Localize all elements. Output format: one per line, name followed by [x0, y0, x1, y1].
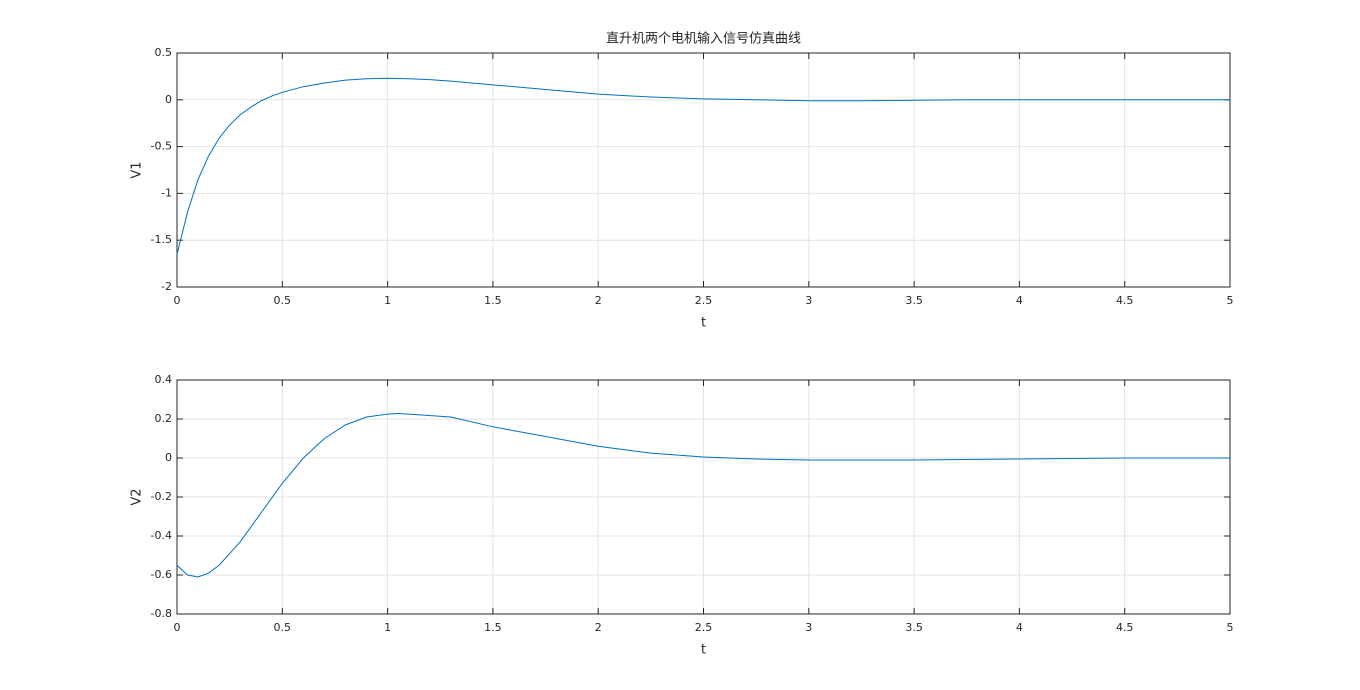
x-tick-label: 0.5 [274, 621, 292, 634]
data-line [176, 77, 1230, 255]
chart-title: 直升机两个电机输入信号仿真曲线 [606, 31, 801, 47]
x-tick-label: 1.5 [484, 294, 502, 307]
y-tick-label: -2 [161, 280, 172, 293]
y-tick-label: 0.5 [155, 46, 173, 59]
x-tick-label: 1.5 [484, 621, 502, 634]
axes-box [176, 52, 1231, 288]
x-tick-label: 4 [1016, 294, 1023, 307]
y-tick-label: -0.4 [151, 529, 172, 542]
x-tick-label: 1 [384, 621, 391, 634]
y-tick-label: 0 [165, 451, 172, 464]
x-tick-label: 0 [174, 294, 181, 307]
x-tick-label: 2 [595, 621, 602, 634]
x-tick-label: 2.5 [695, 294, 713, 307]
x-tick-label: 4 [1016, 621, 1023, 634]
y-tick-label: 0 [165, 93, 172, 106]
x-tick-label: 5 [1227, 621, 1234, 634]
x-tick-label: 0 [174, 621, 181, 634]
y-tick-label: -0.2 [151, 490, 172, 503]
x-tick-label: 2.5 [695, 621, 713, 634]
y-tick-label: -1 [161, 186, 172, 199]
x-tick-label: 5 [1227, 294, 1234, 307]
x-tick-label: 4.5 [1116, 294, 1134, 307]
y-tick-label: -1.5 [151, 233, 172, 246]
x-axis-label: t [701, 316, 706, 331]
y-tick-label: -0.5 [151, 140, 172, 153]
data-line [176, 413, 1230, 578]
x-tick-label: 2 [595, 294, 602, 307]
x-axis-label: t [701, 643, 706, 658]
x-tick-label: 0.5 [274, 294, 292, 307]
x-tick-label: 3.5 [905, 621, 923, 634]
x-tick-label: 3 [805, 621, 812, 634]
x-tick-label: 3.5 [905, 294, 923, 307]
y-tick-label: 0.4 [155, 373, 173, 386]
y-axis-label: V2 [130, 488, 145, 505]
x-tick-label: 3 [805, 294, 812, 307]
y-tick-label: 0.2 [155, 412, 173, 425]
y-tick-label: -0.8 [151, 607, 172, 620]
x-tick-label: 1 [384, 294, 391, 307]
y-tick-label: -0.6 [151, 568, 172, 581]
x-tick-label: 4.5 [1116, 621, 1134, 634]
y-axis-label: V1 [130, 161, 145, 178]
axes-box [176, 379, 1231, 615]
